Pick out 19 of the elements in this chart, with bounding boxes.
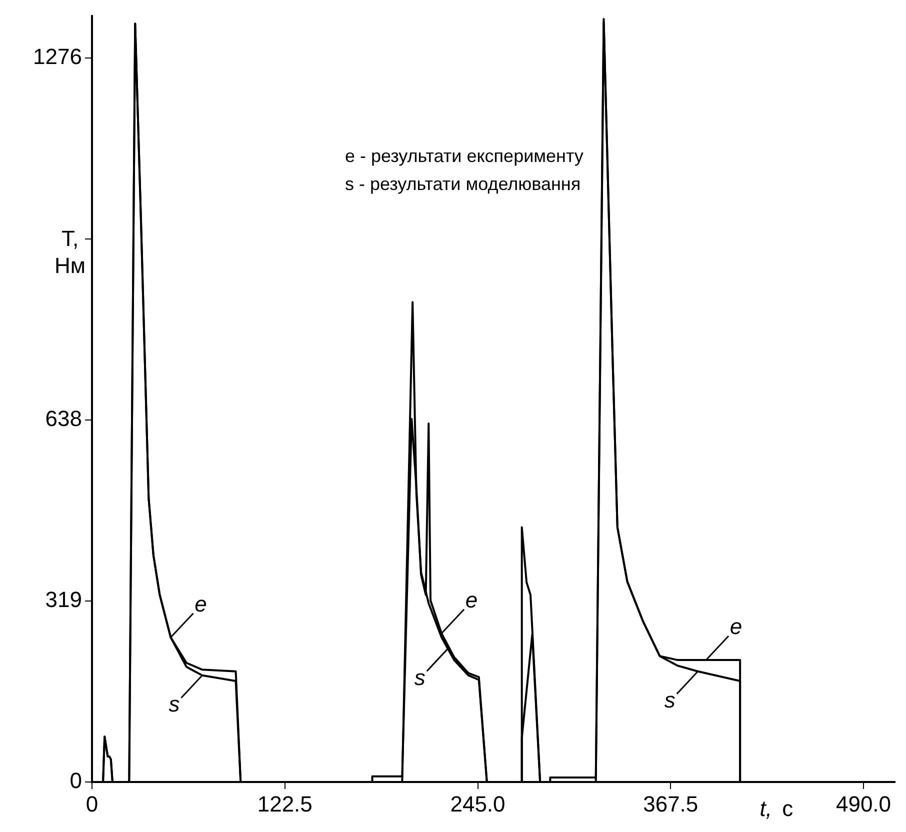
x-tick-label: 367.5 [643,791,698,816]
y-tick-label: 0 [70,768,82,794]
annotation: e [194,591,207,616]
annotation: s - результати моделювання [345,174,581,194]
x-tick-label: 490.0 [836,791,892,816]
y-axis-title: T, Нм [54,226,86,278]
x-tick-label: 122.5 [257,791,312,816]
annotation: e - результати експерименту [345,146,584,166]
y-tick-label: 638 [45,406,82,432]
x-tick-label: 0 [86,791,98,816]
annotation: e [465,588,478,613]
y-tick-label: 319 [45,587,82,612]
annotation: e [730,614,742,640]
annotation: s [664,688,676,713]
y-tick-label: 1276 [33,44,82,70]
annotation: s [414,664,426,690]
x-axis-title: t, с [760,796,794,822]
annotation: s [168,691,180,716]
x-tick-label: 245.0 [450,791,506,816]
